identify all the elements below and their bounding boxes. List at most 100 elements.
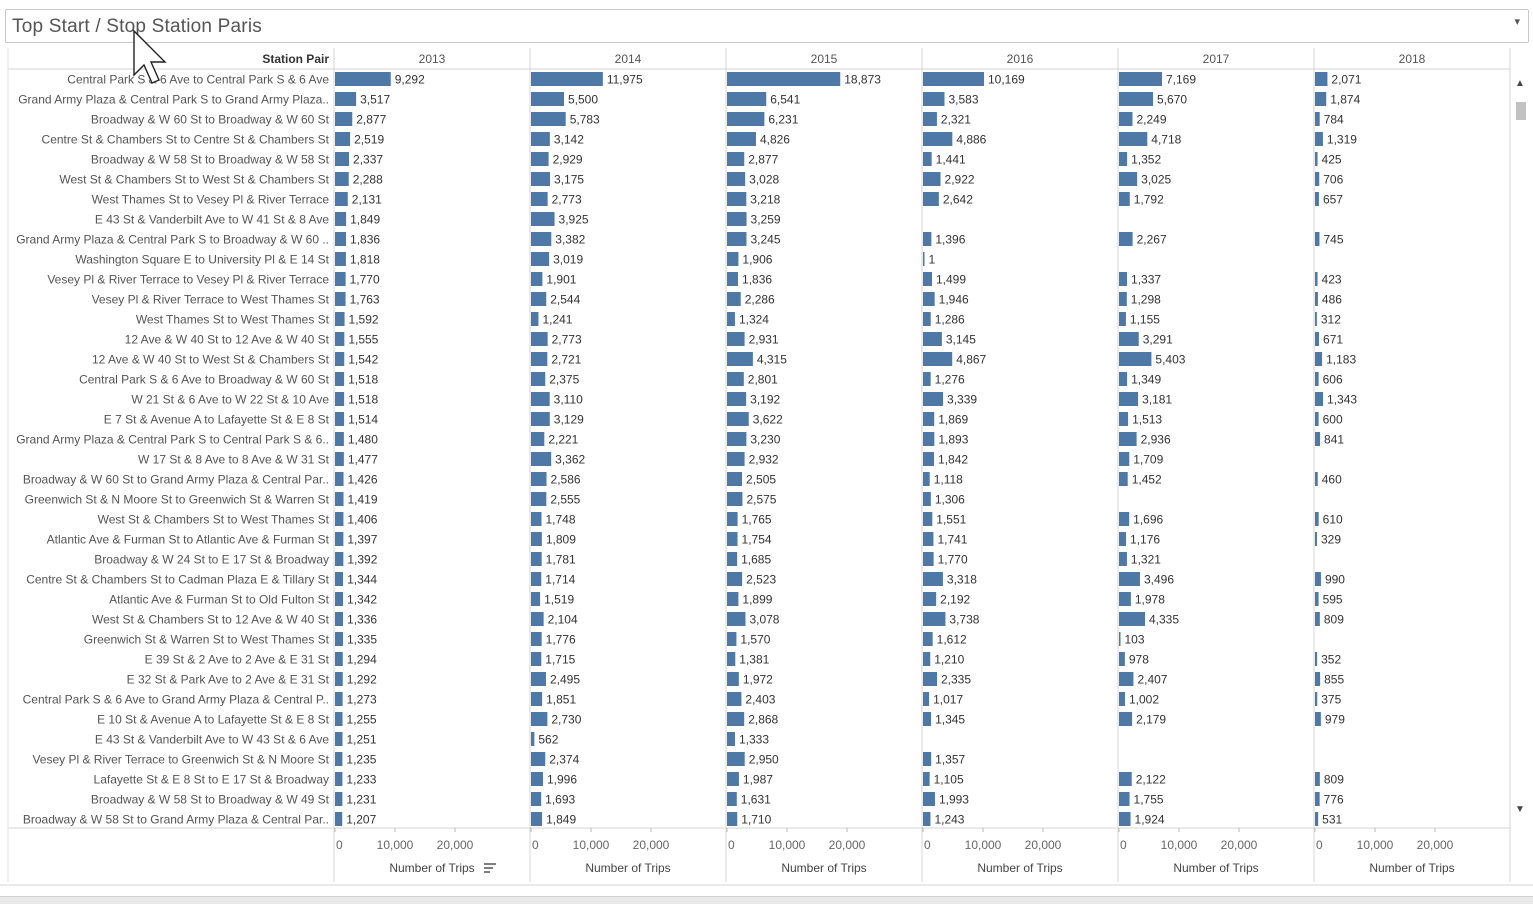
bar-value-label: 784 <box>1324 113 1344 127</box>
bar-2018 <box>1315 312 1317 326</box>
bar-2014 <box>531 712 548 726</box>
bar-2016 <box>923 152 932 166</box>
bar-2014 <box>531 152 549 166</box>
bar-2017 <box>1119 672 1134 686</box>
axis-title: Number of Trips <box>1173 861 1258 875</box>
bar-value-label: 3,362 <box>555 453 585 467</box>
title-dropdown[interactable]: Top Start / Stop Station Paris ▾ <box>5 9 1529 43</box>
bar-2015 <box>727 572 743 586</box>
bar-2016 <box>923 472 930 486</box>
bar-value-label: 2,104 <box>548 613 578 627</box>
vertical-scrollbar[interactable]: ▲ ▼ <box>1512 78 1530 826</box>
bar-value-label: 1,842 <box>938 453 968 467</box>
row-label: W 17 St & 8 Ave to 8 Ave & W 31 St <box>138 453 330 467</box>
bar-2018 <box>1315 332 1320 346</box>
bar-2016 <box>923 772 930 786</box>
bar-2015 <box>727 412 749 426</box>
axis-title: Number of Trips <box>1369 861 1454 875</box>
bar-value-label: 1,849 <box>350 213 380 227</box>
bar-value-label: 1,017 <box>933 693 963 707</box>
axis-title: Number of Trips <box>977 861 1062 875</box>
bar-2014 <box>531 352 548 366</box>
bar-2015 <box>727 352 753 366</box>
bar-2017 <box>1119 392 1139 406</box>
bar-2013 <box>335 812 343 826</box>
bar-value-label: 1,519 <box>544 593 574 607</box>
bar-value-label: 2,932 <box>749 453 779 467</box>
bar-value-label: 1,551 <box>936 513 966 527</box>
bottom-status-strip <box>0 896 1533 904</box>
bar-2015 <box>727 612 746 626</box>
bar-2013 <box>335 112 353 126</box>
bar-2013 <box>335 592 344 606</box>
bar-2015 <box>727 632 737 646</box>
bar-value-label: 1,002 <box>1129 693 1159 707</box>
scroll-thumb[interactable] <box>1516 102 1526 120</box>
bar-value-label: 2,950 <box>749 753 779 767</box>
bar-2015 <box>727 792 737 806</box>
bar-value-label: 776 <box>1324 793 1344 807</box>
bar-value-label: 1,770 <box>938 553 968 567</box>
bar-2017 <box>1119 92 1154 106</box>
row-label: West St & Chambers St to West St & Chamb… <box>59 173 329 187</box>
bar-value-label: 2,519 <box>354 133 384 147</box>
axis-tick-label: 20,000 <box>1221 838 1258 852</box>
bar-value-label: 595 <box>1323 593 1343 607</box>
bar-value-label: 1,899 <box>742 593 772 607</box>
bar-2016 <box>923 492 931 506</box>
axis-tick-label: 20,000 <box>437 838 474 852</box>
axis-tick-label: 10,000 <box>1161 838 1198 852</box>
scroll-up-arrow-icon[interactable]: ▲ <box>1515 78 1525 89</box>
bar-2014 <box>531 512 542 526</box>
bar-value-label: 5,403 <box>1155 353 1185 367</box>
bar-value-label: 1,335 <box>347 633 377 647</box>
bar-value-label: 18,873 <box>844 73 881 87</box>
bar-value-label: 2,221 <box>548 433 578 447</box>
bar-2018 <box>1315 412 1319 426</box>
bar-value-label: 1,612 <box>937 633 967 647</box>
bar-2014 <box>531 312 539 326</box>
bar-value-label: 1,426 <box>348 473 378 487</box>
bar-2014 <box>531 752 546 766</box>
bar-2014 <box>531 792 542 806</box>
bar-2014 <box>531 112 566 126</box>
bar-2018 <box>1315 812 1319 826</box>
bar-2015 <box>727 692 742 706</box>
bar-2016 <box>923 292 935 306</box>
chevron-down-icon[interactable]: ▾ <box>1514 16 1520 28</box>
bar-value-label: 1,392 <box>347 553 377 567</box>
bar-2013 <box>335 632 344 646</box>
bar-2017 <box>1119 352 1152 366</box>
bar-2013 <box>335 272 346 286</box>
bar-value-label: 2,249 <box>1136 113 1166 127</box>
bar-2015 <box>727 392 747 406</box>
bar-value-label: 531 <box>1322 813 1342 827</box>
bar-value-label: 1,241 <box>542 313 572 327</box>
bar-2014 <box>531 432 545 446</box>
bar-2017 <box>1119 792 1130 806</box>
bar-value-label: 1,770 <box>350 273 380 287</box>
bar-2017 <box>1119 332 1139 346</box>
scroll-down-arrow-icon[interactable]: ▼ <box>1515 804 1525 815</box>
bar-2015 <box>727 532 738 546</box>
bar-value-label: 1,183 <box>1326 353 1356 367</box>
bar-value-label: 1,514 <box>348 413 378 427</box>
bar-value-label: 1,306 <box>935 493 965 507</box>
bar-2018 <box>1315 472 1318 486</box>
bar-value-label: 1,155 <box>1130 313 1160 327</box>
bar-2016 <box>923 352 953 366</box>
bar-value-label: 6,231 <box>768 113 798 127</box>
bar-2014 <box>531 372 546 386</box>
bar-value-label: 1,836 <box>742 273 772 287</box>
bar-2013 <box>335 392 345 406</box>
bar-2017 <box>1119 192 1130 206</box>
bar-2018 <box>1315 432 1321 446</box>
bar-value-label: 3,181 <box>1142 393 1172 407</box>
bar-value-label: 460 <box>1322 473 1342 487</box>
bar-2016 <box>923 232 932 246</box>
bar-2017 <box>1119 692 1126 706</box>
bar-2017 <box>1119 272 1128 286</box>
bar-2013 <box>335 412 345 426</box>
bar-value-label: 9,292 <box>395 73 425 87</box>
